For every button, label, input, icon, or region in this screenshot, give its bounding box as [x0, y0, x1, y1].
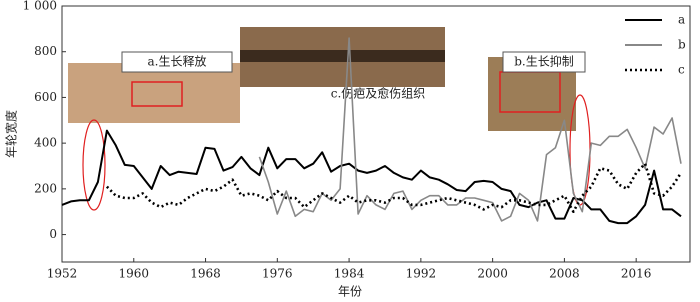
- x-tick-label: 1952: [47, 267, 78, 281]
- legend-label: a: [678, 13, 685, 27]
- x-tick-label: 2000: [477, 267, 508, 281]
- legend-label: c: [678, 63, 685, 77]
- y-tick-label: 800: [34, 44, 57, 58]
- photo-c-scar: [240, 50, 445, 62]
- x-tick-label: 2008: [549, 267, 580, 281]
- plot-frame: [61, 5, 691, 263]
- line-series: [105, 162, 683, 213]
- annotation: b.生长抑制: [514, 54, 574, 69]
- x-tick-label: 1976: [262, 267, 293, 281]
- legend-label: b: [678, 38, 686, 52]
- annotation: a.生长释放: [148, 54, 207, 69]
- x-tick-label: 2016: [621, 267, 652, 281]
- y-tick-label: 1 000: [23, 0, 57, 13]
- line-series: [258, 37, 682, 222]
- photos: [68, 27, 591, 211]
- photo-a: [68, 63, 240, 123]
- x-tick-label: 1968: [190, 267, 221, 281]
- annotation: c.伤疤及愈伤组织: [331, 86, 426, 101]
- highlight: [131, 81, 183, 107]
- y-tick-label: 200: [34, 181, 57, 195]
- x-axis-label: 年份: [338, 285, 362, 299]
- line-series: [61, 129, 682, 225]
- label-box: [121, 51, 233, 73]
- y-axis-label: 年轮宽度: [4, 110, 19, 158]
- x-tick-label: 1984: [334, 267, 365, 281]
- label-box: [502, 51, 586, 73]
- y-tick-label: 400: [34, 136, 57, 150]
- ellipse: [82, 119, 106, 211]
- x-tick-label: 1960: [118, 267, 149, 281]
- y-tick-label: 0: [49, 227, 57, 241]
- y-tick-label: 600: [34, 90, 57, 104]
- x-tick-label: 1992: [406, 267, 437, 281]
